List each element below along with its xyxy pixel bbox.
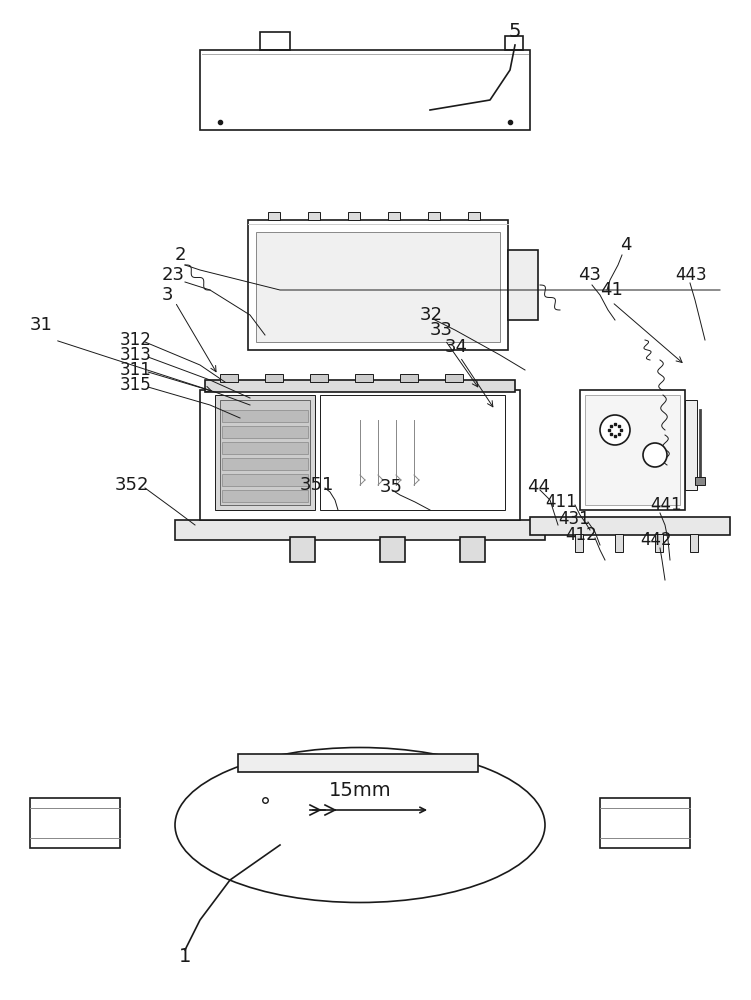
Bar — [222, 458, 308, 470]
Text: 15mm: 15mm — [329, 780, 391, 800]
Text: 313: 313 — [120, 346, 152, 364]
Text: 32: 32 — [420, 306, 443, 324]
Text: 312: 312 — [120, 331, 152, 349]
Ellipse shape — [175, 748, 545, 902]
Bar — [460, 537, 485, 562]
Bar — [256, 232, 500, 342]
Bar — [600, 798, 690, 848]
Bar — [445, 374, 463, 382]
Bar — [30, 798, 120, 848]
Text: 441: 441 — [650, 496, 682, 514]
Bar — [655, 534, 663, 552]
Bar — [580, 390, 685, 510]
Text: 4: 4 — [620, 236, 632, 254]
Text: 34: 34 — [445, 338, 468, 356]
Text: 23: 23 — [162, 266, 185, 284]
Text: 431: 431 — [558, 510, 590, 528]
Text: 315: 315 — [120, 376, 152, 394]
Bar — [380, 537, 405, 562]
Bar — [222, 410, 308, 422]
Text: 41: 41 — [600, 281, 623, 299]
Bar — [175, 520, 545, 540]
Bar — [222, 490, 308, 502]
Bar — [248, 220, 508, 350]
Text: 352: 352 — [115, 476, 149, 494]
Bar — [428, 212, 440, 220]
Bar — [320, 395, 505, 510]
Bar — [388, 212, 400, 220]
Text: 33: 33 — [430, 321, 453, 339]
Bar — [290, 537, 315, 562]
Bar — [310, 374, 328, 382]
Bar — [268, 212, 280, 220]
Text: 2: 2 — [175, 246, 186, 264]
Text: 35: 35 — [380, 478, 403, 496]
Bar — [685, 400, 697, 490]
Bar — [220, 400, 310, 505]
Bar — [615, 534, 623, 552]
Bar — [348, 212, 360, 220]
Bar — [575, 534, 583, 552]
Bar — [265, 374, 283, 382]
Bar — [508, 250, 538, 320]
Text: 5: 5 — [508, 22, 521, 41]
Text: 351: 351 — [300, 476, 334, 494]
Bar — [222, 442, 308, 454]
Bar — [505, 36, 523, 50]
Text: 3: 3 — [162, 286, 173, 304]
Bar — [468, 212, 480, 220]
Text: 43: 43 — [578, 266, 601, 284]
Bar — [585, 395, 680, 505]
Bar — [400, 374, 418, 382]
Text: 443: 443 — [675, 266, 707, 284]
Circle shape — [643, 443, 667, 467]
Text: 411: 411 — [545, 493, 577, 511]
Bar — [220, 374, 238, 382]
Text: 1: 1 — [179, 947, 192, 966]
Text: 44: 44 — [527, 478, 550, 496]
Bar — [222, 426, 308, 438]
Bar — [355, 374, 373, 382]
Bar — [530, 517, 730, 535]
Bar — [205, 380, 515, 392]
Bar — [222, 474, 308, 486]
Bar — [200, 50, 530, 130]
Bar — [238, 754, 478, 772]
Bar — [200, 390, 520, 520]
Text: 311: 311 — [120, 361, 152, 379]
Circle shape — [600, 415, 630, 445]
Bar — [690, 534, 698, 552]
Bar — [308, 212, 320, 220]
Bar — [260, 32, 290, 50]
Text: 412: 412 — [565, 526, 597, 544]
Bar — [215, 395, 315, 510]
Text: 442: 442 — [640, 531, 671, 549]
Bar — [695, 477, 705, 485]
Text: 31: 31 — [30, 316, 53, 334]
